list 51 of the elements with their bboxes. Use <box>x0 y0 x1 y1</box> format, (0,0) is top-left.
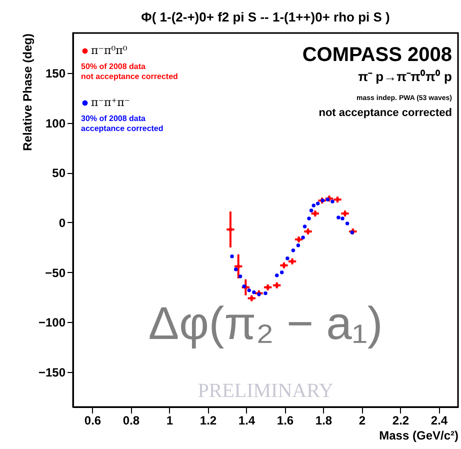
point <box>230 254 234 258</box>
annotation: COMPASS 2008 <box>302 44 452 66</box>
point <box>234 268 238 272</box>
point <box>301 236 305 240</box>
y-axis-title: Relative Phase (deg) <box>20 33 34 151</box>
x-tick-label: 1.2 <box>200 414 217 428</box>
x-axis-title: Mass (GeV/c²) <box>379 428 459 442</box>
x-tick-label: 2.4 <box>430 414 448 428</box>
x-tick-label: 1.4 <box>238 414 256 428</box>
annotation: not acceptance corrected <box>318 107 452 119</box>
y-tick-label: 0 <box>58 216 66 230</box>
point <box>312 204 316 208</box>
annotation: π⁻ p→π⁻π⁰π⁰ p <box>358 69 452 84</box>
y-tick-label: −50 <box>45 266 66 280</box>
x-tick-label: 2.2 <box>392 414 410 428</box>
point <box>345 222 350 226</box>
point <box>247 288 252 292</box>
legend-label: π⁻π⁺π⁻ <box>91 96 130 109</box>
point <box>330 200 334 204</box>
point <box>286 256 290 260</box>
legend-label: π⁻π⁰π⁰ <box>91 44 128 57</box>
x-tick-label: 1.8 <box>315 414 332 428</box>
point <box>307 216 311 220</box>
y-tick-label: 150 <box>45 66 66 80</box>
x-tick-label: 0.8 <box>122 414 140 428</box>
annotation: 30% of 2008 data <box>81 114 146 123</box>
x-tick-label: 1.6 <box>276 414 294 428</box>
point <box>238 274 242 278</box>
point <box>280 270 284 274</box>
x-tick-label: 1 <box>166 414 174 428</box>
point <box>340 216 344 220</box>
y-tick-label: 50 <box>52 166 66 180</box>
point <box>309 208 314 212</box>
annotation: 50% of 2008 data <box>81 62 146 71</box>
annotation: Δφ(π₂ − a₁) <box>148 297 383 349</box>
point <box>316 202 320 206</box>
point <box>296 244 300 248</box>
point <box>336 216 340 220</box>
chart-title: Φ( 1-(2-+)0+ f2 pi S -- 1-(1++)0+ rho pi S ) <box>141 9 390 24</box>
point <box>274 273 279 278</box>
x-tick-label: 0.6 <box>84 414 102 428</box>
point <box>302 224 307 228</box>
point <box>264 291 268 296</box>
point <box>252 290 256 294</box>
y-tick-label: −100 <box>38 316 66 330</box>
y-tick-label: 100 <box>45 116 66 130</box>
annotation: not acceptance corrected <box>81 72 178 81</box>
y-tick-label: −150 <box>38 366 66 380</box>
annotation: acceptance corrected <box>81 124 164 133</box>
point <box>291 248 296 252</box>
x-tick-label: 2 <box>358 414 366 428</box>
